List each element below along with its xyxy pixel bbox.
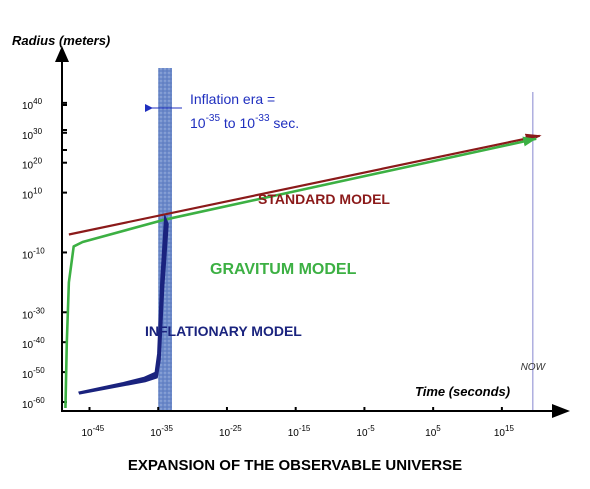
x-tick-base: 10 — [219, 428, 231, 439]
x-axis-arrowhead — [552, 404, 570, 418]
y-tick-exp: -30 — [33, 306, 45, 315]
y-tick-base: 10 — [22, 310, 34, 321]
inflation-annotation-base1: 10 — [190, 115, 206, 131]
y-tick-label: 10-40 — [22, 336, 45, 351]
x-tick-label: 105 — [425, 424, 441, 439]
x-tick-exp: -45 — [93, 424, 105, 433]
x-tick-exp: -15 — [299, 424, 311, 433]
y-tick-exp: -50 — [33, 366, 45, 375]
y-tick-base: 10 — [22, 370, 34, 381]
y-tick-base: 10 — [22, 400, 34, 411]
gravitum-model-label: GRAVITUM MODEL — [210, 261, 357, 278]
y-tick-label: 1020 — [22, 157, 43, 172]
y-tick-exp: 30 — [33, 127, 42, 136]
y-tick-base: 10 — [22, 340, 34, 351]
inflation-annotation-line2: 10-35 to 10-33 sec. — [190, 113, 299, 131]
inflation-annotation-mid: to — [220, 115, 239, 131]
x-tick-base: 10 — [288, 428, 300, 439]
inflationary-model-curve — [79, 215, 168, 394]
y-tick-exp: -60 — [33, 396, 45, 405]
y-tick-label: 1030 — [22, 127, 43, 142]
standard-model-label: STANDARD MODEL — [258, 191, 390, 207]
x-tick-exp: -5 — [368, 424, 376, 433]
y-axis-title: Radius (meters) — [12, 33, 110, 48]
x-tick-label: 10-25 — [219, 424, 242, 439]
x-tick-label: 10-35 — [150, 424, 173, 439]
x-tick-exp: 15 — [505, 424, 514, 433]
inflationary-model-label: INFLATIONARY MODEL — [145, 323, 302, 339]
inflation-annotation-line1: Inflation era = — [190, 91, 275, 107]
inflation-annotation-end: sec. — [270, 115, 300, 131]
y-tick-exp: -40 — [33, 336, 45, 345]
standard-model-line — [69, 136, 540, 235]
y-axis-arrowhead — [55, 46, 69, 62]
x-tick-base: 10 — [356, 428, 368, 439]
y-tick-exp: -10 — [33, 246, 45, 255]
x-tick-label: 10-45 — [81, 424, 104, 439]
y-tick-label: 1010 — [22, 187, 43, 202]
y-tick-base: 10 — [22, 250, 34, 261]
inflation-annotation-exp1: -35 — [206, 113, 221, 124]
y-tick-label: 10-60 — [22, 396, 45, 411]
x-tick-base: 10 — [150, 428, 162, 439]
x-tick-exp: 5 — [436, 424, 441, 433]
x-tick-base: 10 — [425, 428, 437, 439]
x-tick-label: 10-15 — [288, 424, 311, 439]
x-axis-title: Time (seconds) — [415, 384, 510, 399]
y-tick-base: 10 — [22, 191, 34, 202]
x-tick-exp: -35 — [161, 424, 173, 433]
inflation-annotation-exp2: -33 — [255, 113, 270, 124]
y-tick-base: 10 — [22, 161, 34, 172]
x-tick-exp: -25 — [230, 424, 242, 433]
x-tick-label: 1015 — [494, 424, 515, 439]
y-tick-exp: 10 — [33, 187, 42, 196]
x-tick-base: 10 — [81, 428, 93, 439]
y-tick-label: 1040 — [22, 97, 43, 112]
y-tick-base: 10 — [22, 101, 34, 112]
y-tick-label: 10-30 — [22, 306, 45, 321]
now-label: NOW — [521, 362, 547, 373]
y-tick-exp: 20 — [33, 157, 42, 166]
x-tick-base: 10 — [494, 428, 506, 439]
y-tick-base: 10 — [22, 131, 34, 142]
y-tick-exp: 40 — [33, 97, 42, 106]
inflation-annotation-base2: 10 — [240, 115, 256, 131]
y-axis-ticks: 104010301020101010-1010-3010-4010-5010-6… — [22, 97, 67, 411]
y-tick-label: 10-50 — [22, 366, 45, 381]
chart-caption: EXPANSION OF THE OBSERVABLE UNIVERSE — [128, 457, 462, 474]
x-tick-label: 10-5 — [356, 424, 375, 439]
y-tick-label: 10-10 — [22, 246, 45, 261]
